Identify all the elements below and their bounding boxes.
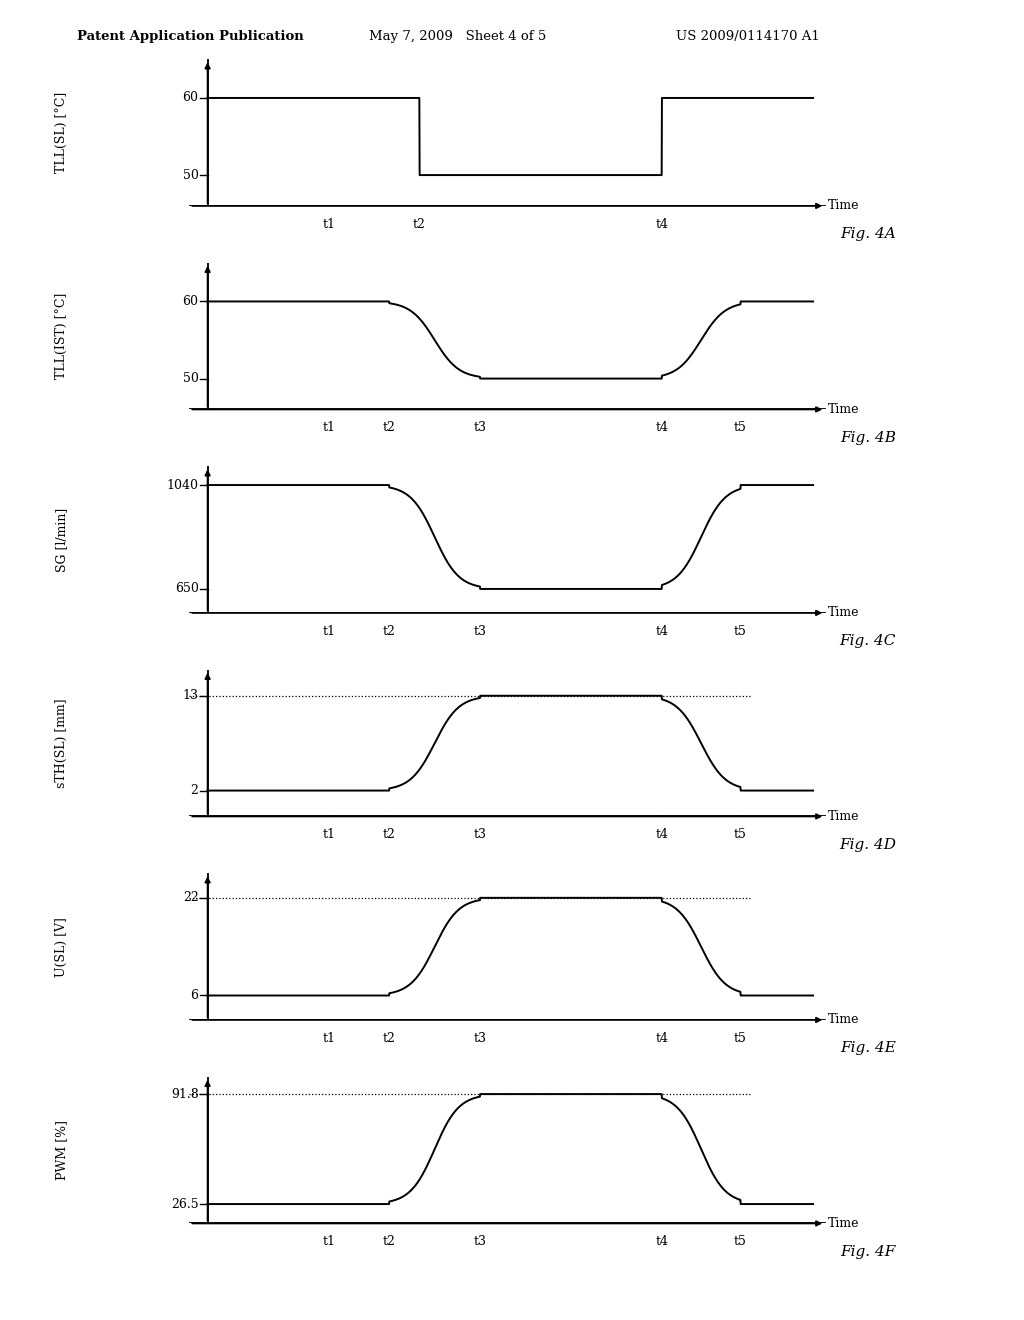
Text: PWM [%]: PWM [%] — [55, 1121, 68, 1180]
Text: t4: t4 — [655, 624, 669, 638]
Text: 13: 13 — [182, 689, 199, 702]
Text: Patent Application Publication: Patent Application Publication — [77, 30, 303, 44]
Text: Time: Time — [828, 1014, 860, 1027]
Text: 2: 2 — [190, 784, 199, 797]
Text: Fig. 4C: Fig. 4C — [840, 635, 896, 648]
Text: t2: t2 — [383, 624, 395, 638]
Text: t2: t2 — [413, 218, 426, 231]
Text: t3: t3 — [473, 624, 486, 638]
Text: t1: t1 — [323, 828, 335, 841]
Text: US 2009/0114170 A1: US 2009/0114170 A1 — [676, 30, 819, 44]
Text: Time: Time — [828, 810, 860, 822]
Text: t5: t5 — [734, 421, 746, 434]
Text: 22: 22 — [182, 891, 199, 904]
Text: t5: t5 — [734, 828, 746, 841]
Text: t4: t4 — [655, 1236, 669, 1249]
Text: t3: t3 — [473, 1236, 486, 1249]
Text: Time: Time — [828, 403, 860, 416]
Text: t1: t1 — [323, 421, 335, 434]
Text: t3: t3 — [473, 1032, 486, 1044]
Text: sTH(SL) [mm]: sTH(SL) [mm] — [55, 698, 68, 788]
Text: t4: t4 — [655, 218, 669, 231]
Text: t2: t2 — [383, 1236, 395, 1249]
Text: t1: t1 — [323, 1236, 335, 1249]
Text: Time: Time — [828, 606, 860, 619]
Text: Fig. 4A: Fig. 4A — [841, 227, 896, 242]
Text: 50: 50 — [182, 372, 199, 385]
Text: Time: Time — [828, 1217, 860, 1230]
Text: 60: 60 — [182, 294, 199, 308]
Text: t2: t2 — [383, 1032, 395, 1044]
Text: t1: t1 — [323, 1032, 335, 1044]
Text: 91.8: 91.8 — [171, 1088, 199, 1101]
Text: t3: t3 — [473, 421, 486, 434]
Text: t5: t5 — [734, 1236, 746, 1249]
Text: 26.5: 26.5 — [171, 1197, 199, 1210]
Text: May 7, 2009   Sheet 4 of 5: May 7, 2009 Sheet 4 of 5 — [369, 30, 546, 44]
Text: t4: t4 — [655, 1032, 669, 1044]
Text: t2: t2 — [383, 828, 395, 841]
Text: Fig. 4F: Fig. 4F — [841, 1245, 896, 1259]
Text: t1: t1 — [323, 624, 335, 638]
Text: 1040: 1040 — [167, 479, 199, 491]
Text: t1: t1 — [323, 218, 335, 231]
Text: TLL(IST) [°C]: TLL(IST) [°C] — [55, 293, 68, 379]
Text: U(SL) [V]: U(SL) [V] — [55, 916, 68, 977]
Text: SG [l/min]: SG [l/min] — [55, 507, 68, 572]
Text: TLL(SL) [°C]: TLL(SL) [°C] — [55, 92, 68, 173]
Text: t4: t4 — [655, 421, 669, 434]
Text: Fig. 4B: Fig. 4B — [840, 430, 896, 445]
Text: Fig. 4E: Fig. 4E — [840, 1041, 896, 1056]
Text: 650: 650 — [175, 582, 199, 595]
Text: t3: t3 — [473, 828, 486, 841]
Text: 50: 50 — [182, 169, 199, 182]
Text: Time: Time — [828, 199, 860, 213]
Text: 60: 60 — [182, 91, 199, 104]
Text: t5: t5 — [734, 1032, 746, 1044]
Text: t5: t5 — [734, 624, 746, 638]
Text: Fig. 4D: Fig. 4D — [839, 838, 896, 851]
Text: 6: 6 — [190, 989, 199, 1002]
Text: t4: t4 — [655, 828, 669, 841]
Text: t2: t2 — [383, 421, 395, 434]
